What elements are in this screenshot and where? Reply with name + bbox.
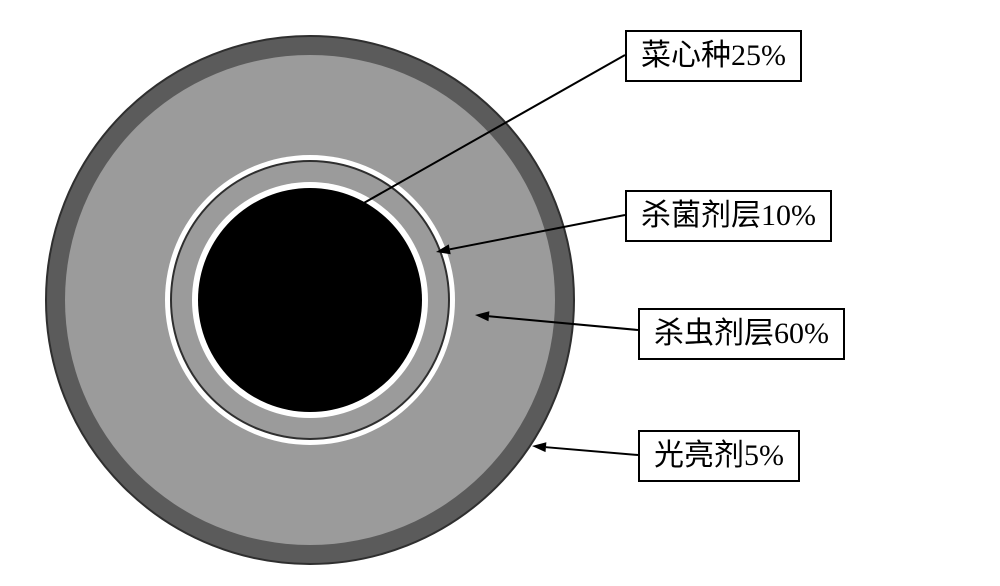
ring-seed bbox=[198, 188, 422, 412]
label-seed-text: 菜心种25% bbox=[641, 39, 786, 72]
label-fungicide: 杀菌剂层10% bbox=[625, 190, 832, 242]
label-seed: 菜心种25% bbox=[625, 30, 802, 82]
label-brightener: 光亮剂5% bbox=[638, 430, 800, 482]
arrow-brightener bbox=[532, 442, 638, 455]
label-brightener-text: 光亮剂5% bbox=[654, 439, 784, 472]
diagram-stage: 菜心种25% 杀菌剂层10% 杀虫剂层60% 光亮剂5% bbox=[0, 0, 1000, 586]
label-fungicide-text: 杀菌剂层10% bbox=[641, 199, 816, 232]
label-insecticide: 杀虫剂层60% bbox=[638, 308, 845, 360]
label-insecticide-text: 杀虫剂层60% bbox=[654, 317, 829, 350]
